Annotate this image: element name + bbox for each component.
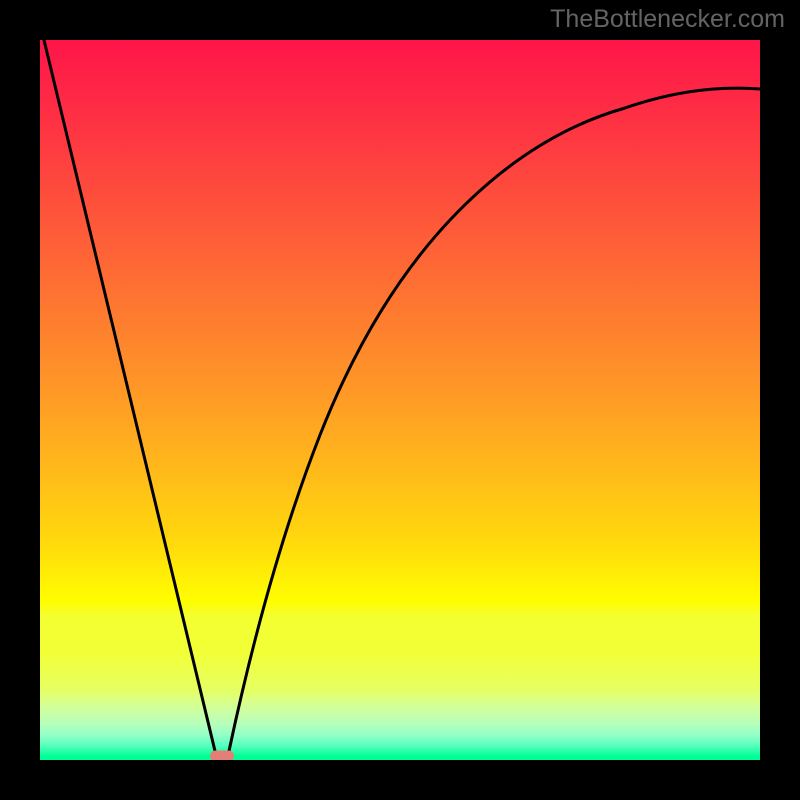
plot-background bbox=[40, 40, 760, 760]
frame-right bbox=[760, 0, 800, 800]
frame-left bbox=[0, 0, 40, 800]
watermark-text: TheBottlenecker.com bbox=[550, 5, 785, 34]
bottleneck-chart bbox=[0, 0, 800, 800]
frame-bottom bbox=[0, 760, 800, 800]
